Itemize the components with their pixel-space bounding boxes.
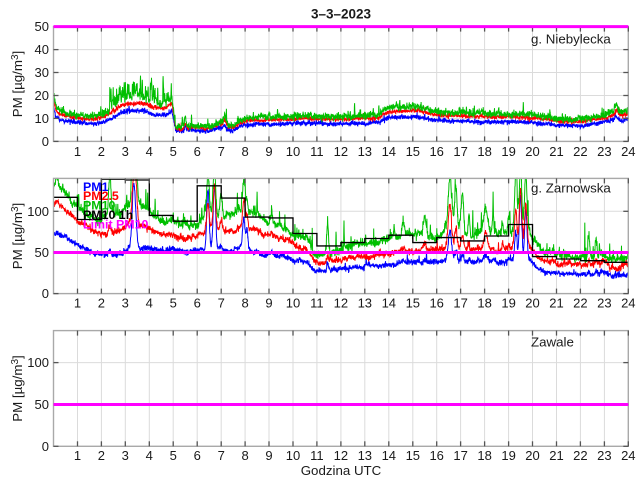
svg-text:15: 15 xyxy=(406,295,420,310)
svg-text:21: 21 xyxy=(549,144,563,159)
svg-text:50: 50 xyxy=(35,19,49,34)
svg-text:9: 9 xyxy=(265,144,272,159)
svg-text:13: 13 xyxy=(358,448,372,463)
svg-text:24: 24 xyxy=(621,144,635,159)
svg-text:21: 21 xyxy=(549,448,563,463)
svg-text:17: 17 xyxy=(453,448,467,463)
svg-text:15: 15 xyxy=(406,448,420,463)
svg-text:19: 19 xyxy=(501,144,515,159)
svg-text:16: 16 xyxy=(429,295,443,310)
svg-text:5: 5 xyxy=(170,144,177,159)
svg-text:9: 9 xyxy=(265,295,272,310)
svg-text:0: 0 xyxy=(42,134,49,149)
svg-text:11: 11 xyxy=(310,295,324,310)
svg-text:5: 5 xyxy=(170,448,177,463)
svg-text:12: 12 xyxy=(334,295,348,310)
svg-text:19: 19 xyxy=(501,295,515,310)
svg-text:6: 6 xyxy=(194,448,201,463)
svg-text:10: 10 xyxy=(286,295,300,310)
svg-text:PM1: PM1 xyxy=(83,180,109,194)
svg-text:11: 11 xyxy=(310,448,324,463)
svg-text:PM10: PM10 xyxy=(83,199,115,213)
svg-text:8: 8 xyxy=(241,295,248,310)
svg-text:23: 23 xyxy=(597,144,611,159)
svg-text:7: 7 xyxy=(218,144,225,159)
svg-text:PM [µg/m3]: PM [µg/m3] xyxy=(10,355,25,421)
svg-text:18: 18 xyxy=(477,144,491,159)
svg-text:8: 8 xyxy=(241,144,248,159)
svg-text:10: 10 xyxy=(286,448,300,463)
svg-text:22: 22 xyxy=(573,448,587,463)
svg-text:20: 20 xyxy=(35,88,49,103)
svg-text:4: 4 xyxy=(146,144,153,159)
svg-text:5: 5 xyxy=(170,295,177,310)
svg-text:20: 20 xyxy=(525,448,539,463)
svg-text:1: 1 xyxy=(74,295,81,310)
svg-text:2: 2 xyxy=(98,295,105,310)
svg-text:15: 15 xyxy=(406,144,420,159)
svg-text:9: 9 xyxy=(265,448,272,463)
svg-text:50: 50 xyxy=(35,245,49,260)
svg-text:0: 0 xyxy=(42,439,49,454)
svg-text:PM [µg/m3]: PM [µg/m3] xyxy=(10,203,25,269)
svg-text:3: 3 xyxy=(122,448,129,463)
svg-text:8: 8 xyxy=(241,448,248,463)
svg-text:22: 22 xyxy=(573,295,587,310)
svg-text:PM10 1h: PM10 1h xyxy=(83,208,133,222)
svg-text:PM [µg/m3]: PM [µg/m3] xyxy=(10,51,25,117)
svg-text:14: 14 xyxy=(382,295,396,310)
svg-text:13: 13 xyxy=(358,295,372,310)
svg-text:24: 24 xyxy=(621,448,635,463)
svg-text:11: 11 xyxy=(310,144,324,159)
svg-text:12: 12 xyxy=(334,448,348,463)
svg-text:20: 20 xyxy=(525,295,539,310)
svg-text:14: 14 xyxy=(382,144,396,159)
svg-text:100: 100 xyxy=(27,204,49,219)
svg-text:4: 4 xyxy=(146,295,153,310)
svg-text:40: 40 xyxy=(35,42,49,57)
svg-text:22: 22 xyxy=(573,144,587,159)
svg-text:19: 19 xyxy=(501,448,515,463)
svg-text:14: 14 xyxy=(382,448,396,463)
svg-text:1: 1 xyxy=(74,448,81,463)
svg-text:7: 7 xyxy=(218,448,225,463)
svg-text:g. Zarnowska: g. Zarnowska xyxy=(531,181,611,196)
svg-text:16: 16 xyxy=(429,448,443,463)
svg-text:17: 17 xyxy=(453,144,467,159)
svg-text:10: 10 xyxy=(35,111,49,126)
svg-text:0: 0 xyxy=(42,286,49,301)
svg-text:24: 24 xyxy=(621,295,635,310)
svg-text:12: 12 xyxy=(334,144,348,159)
svg-text:13: 13 xyxy=(358,144,372,159)
svg-text:Zawale: Zawale xyxy=(531,335,574,350)
svg-text:6: 6 xyxy=(194,295,201,310)
svg-text:16: 16 xyxy=(429,144,443,159)
svg-text:100: 100 xyxy=(27,355,49,370)
svg-text:3–3–2023: 3–3–2023 xyxy=(311,7,372,22)
svg-text:3: 3 xyxy=(122,295,129,310)
svg-text:21: 21 xyxy=(549,295,563,310)
svg-text:2: 2 xyxy=(98,448,105,463)
svg-text:30: 30 xyxy=(35,65,49,80)
svg-text:4: 4 xyxy=(146,448,153,463)
svg-text:18: 18 xyxy=(477,295,491,310)
svg-text:3: 3 xyxy=(122,144,129,159)
svg-text:17: 17 xyxy=(453,295,467,310)
svg-text:23: 23 xyxy=(597,295,611,310)
svg-text:Godzina UTC: Godzina UTC xyxy=(301,463,382,478)
svg-text:1: 1 xyxy=(74,144,81,159)
svg-text:6: 6 xyxy=(194,144,201,159)
svg-text:Limit PM10: Limit PM10 xyxy=(83,217,149,231)
svg-text:2: 2 xyxy=(98,144,105,159)
svg-text:10: 10 xyxy=(286,144,300,159)
svg-text:7: 7 xyxy=(218,295,225,310)
svg-text:PM2.5: PM2.5 xyxy=(83,189,119,203)
svg-text:18: 18 xyxy=(477,448,491,463)
svg-text:23: 23 xyxy=(597,448,611,463)
svg-text:g. Niebylecka: g. Niebylecka xyxy=(531,31,611,46)
svg-text:20: 20 xyxy=(525,144,539,159)
svg-text:50: 50 xyxy=(35,397,49,412)
